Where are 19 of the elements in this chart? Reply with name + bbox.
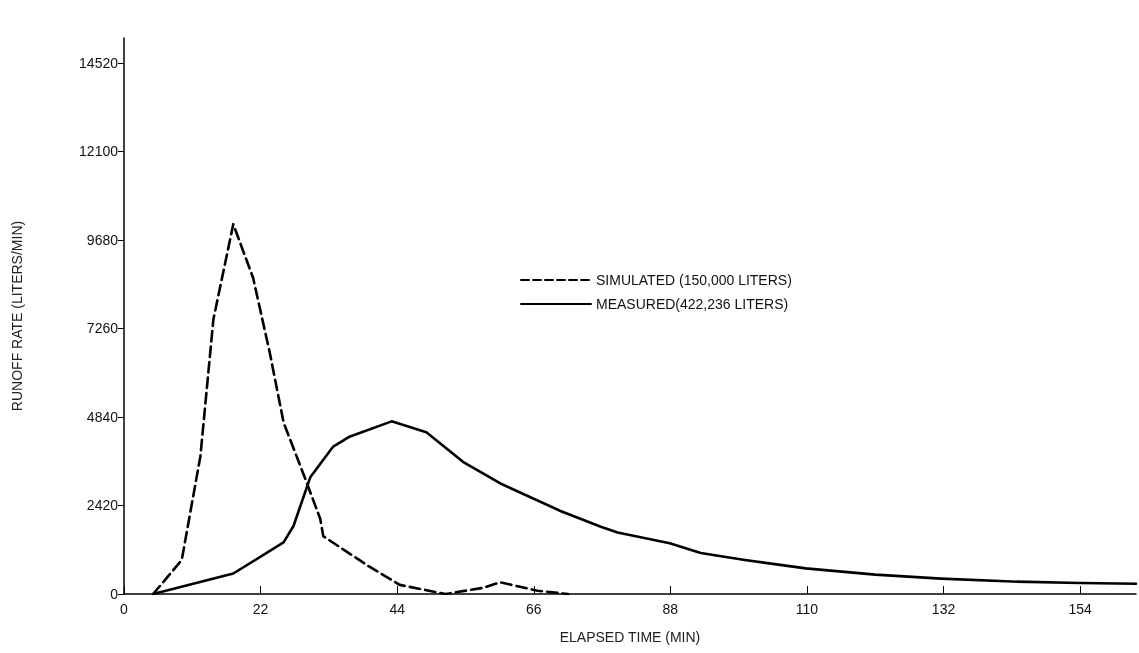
x-axis-title: ELAPSED TIME (MIN)	[559, 629, 701, 645]
y-tick-label: 12100	[79, 143, 119, 160]
y-tick-label: 14520	[79, 54, 119, 71]
x-tick-label: 66	[525, 601, 542, 617]
y-tick-label: 9680	[86, 231, 119, 248]
y-tick-label: 7260	[86, 320, 119, 337]
x-tick-label: 110	[795, 601, 819, 617]
legend-label: MEASURED(422,236 LITERS)	[596, 296, 789, 312]
x-tick-label: 22	[252, 601, 269, 617]
y-tick-label: 4840	[86, 408, 119, 425]
x-tick-label: 44	[389, 601, 406, 617]
legend-label: SIMULATED (150,000 LITERS)	[596, 272, 792, 288]
y-tick-label: 0	[110, 586, 119, 602]
y-tick-label: 2420	[86, 497, 119, 514]
x-tick-label: 88	[662, 601, 679, 617]
x-tick-label: 0	[120, 601, 129, 617]
y-axis-title: RUNOFF RATE (LITERS/MIN)	[9, 220, 25, 412]
x-tick-label: 154	[1068, 601, 1093, 617]
x-tick-label: 132	[931, 601, 956, 617]
